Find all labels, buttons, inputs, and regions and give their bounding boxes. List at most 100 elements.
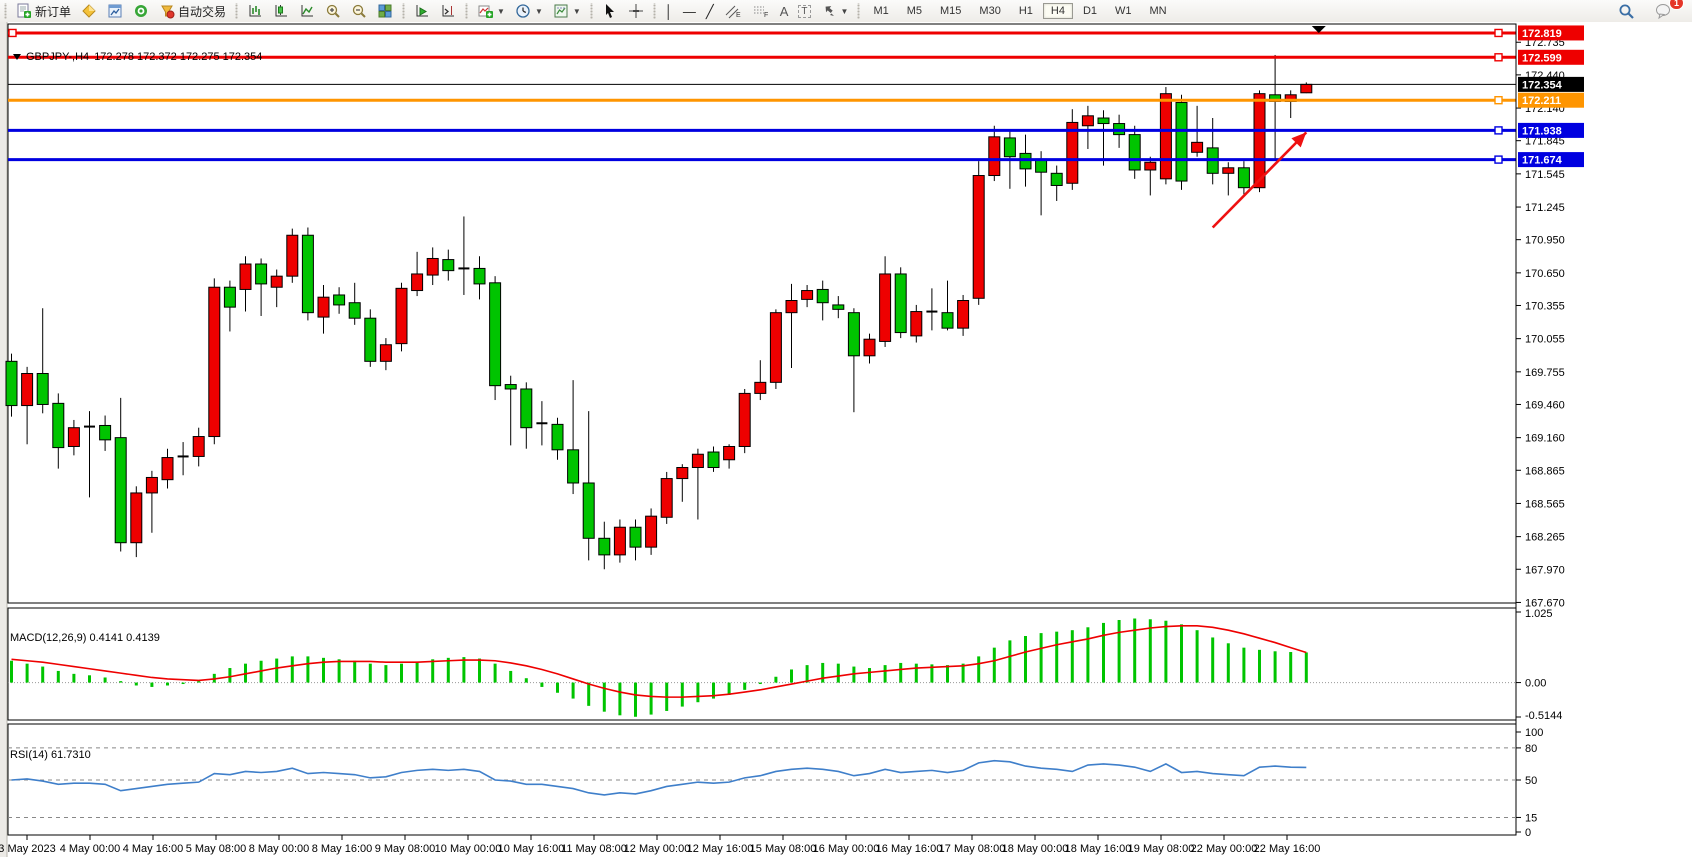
candlestick-chart-icon [273,3,289,19]
toolbar-grip[interactable] [855,3,863,19]
down-arrow-marker[interactable] [1311,26,1326,33]
svg-text:172.354: 172.354 [1522,79,1563,91]
trendline-button[interactable]: ╱ [701,0,719,22]
chat-button[interactable]: 1 [1650,0,1684,22]
hline-171.938[interactable] [8,126,1516,135]
svg-text:171.938: 171.938 [1522,125,1562,137]
hline-172.819[interactable] [8,28,1516,38]
tf-button-M5[interactable]: M5 [906,5,923,17]
channel-button[interactable]: E [719,0,747,22]
fibonacci-button[interactable]: F [747,0,775,22]
svg-text:100: 100 [1525,727,1543,739]
zoom-out-icon [351,3,367,19]
crosshair-button[interactable] [623,0,649,22]
toolbar-grip[interactable] [2,3,9,19]
vline-button[interactable]: │ [660,0,678,22]
tf-button-H4[interactable]: H4 [1042,3,1073,19]
auto-scroll-icon [414,3,430,19]
chart-canvas[interactable]: 172.735172.440172.140171.845171.545171.2… [0,22,1692,857]
main-toolbar: 新订单 自动交易 [0,0,1692,23]
toolbar-grip[interactable] [587,3,595,19]
indicators-button[interactable]: ▼ [472,0,510,22]
candlestick-chart-button[interactable] [268,0,294,22]
hline-172.211[interactable] [8,96,1516,105]
tf-button-M30[interactable]: M30 [979,5,1001,17]
toolbar-grip[interactable] [650,3,658,19]
channel-icon: E [724,3,742,19]
hline-172.599[interactable] [8,53,1516,62]
auto-trading-button[interactable]: 自动交易 [154,0,231,22]
dropdown-caret: ▼ [497,6,505,16]
new-order-button[interactable]: 新订单 [11,0,76,22]
svg-text:10 May 00:00: 10 May 00:00 [435,843,502,855]
svg-text:170.950: 170.950 [1525,235,1565,247]
hline-171.674[interactable] [8,155,1516,164]
svg-text:171.245: 171.245 [1525,202,1565,214]
rsi-panel: 100 80 50 15 0 [8,727,1543,839]
search-icon [1618,3,1635,20]
chart-shift-button[interactable] [435,0,461,22]
svg-text:168.865: 168.865 [1525,465,1565,477]
hline-button[interactable]: — [678,0,701,22]
chart-window-button[interactable] [102,0,128,22]
tf-button-D1[interactable]: D1 [1082,5,1098,17]
toolbar-right: 1 [1613,0,1692,22]
zoom-in-button[interactable] [320,0,346,22]
tile-windows-button[interactable] [372,0,398,22]
indicators-icon [477,3,494,19]
svg-text:11 May 08:00: 11 May 08:00 [561,843,627,855]
tf-button-M15[interactable]: M15 [940,5,962,17]
arrows-button[interactable]: ▼ [816,0,854,22]
toolbar-grip[interactable] [233,3,241,19]
tf-button-MN[interactable]: MN [1149,5,1167,17]
auto-scroll-button[interactable] [409,0,435,22]
toolbar-grip[interactable] [463,3,471,19]
chart-window[interactable]: 172.735 172.440 172.140 171.845 171.545 171.2… [0,22,1692,857]
svg-text:18 May 00:00: 18 May 00:00 [1002,843,1069,855]
svg-text:171.674: 171.674 [1522,155,1563,167]
cursor-button[interactable] [597,0,623,22]
svg-text:0: 0 [1525,827,1531,839]
tf-button-W1[interactable]: W1 [1115,5,1132,17]
tf-button-H1[interactable]: H1 [1018,5,1033,17]
svg-text:171.545: 171.545 [1525,169,1565,181]
time-axis[interactable]: 3 May 2023 4 May 00:00 4 May 16:00 5 May 08… [0,835,1320,855]
svg-text:4 May 00:00: 4 May 00:00 [60,843,121,855]
svg-text:0.00: 0.00 [1525,678,1546,690]
svg-text:80: 80 [1525,743,1537,755]
svg-text:19 May 08:00: 19 May 08:00 [1128,843,1195,855]
svg-text:16 May 16:00: 16 May 16:00 [876,843,943,855]
svg-text:17 May 08:00: 17 May 08:00 [939,843,1006,855]
svg-text:12 May 16:00: 12 May 16:00 [687,843,754,855]
price-axis[interactable]: 172.735172.440172.140171.845171.545171.2… [1516,25,1584,609]
svg-text:9 May 08:00: 9 May 08:00 [375,843,436,855]
trend-arrow[interactable] [1211,131,1308,229]
search-button[interactable] [1613,0,1640,22]
zoom-out-button[interactable] [346,0,372,22]
periods-button[interactable]: ▼ [510,0,548,22]
trendline-icon: ╱ [705,3,714,19]
chat-icon [1655,3,1673,19]
svg-text:167.670: 167.670 [1525,597,1565,609]
tf-button-M1[interactable]: M1 [873,5,889,17]
svg-text:22 May 00:00: 22 May 00:00 [1191,843,1258,855]
toolbar-grip[interactable] [400,3,408,19]
candlestick-series [5,54,1313,570]
templates-button[interactable]: ▼ [548,0,586,22]
auto-trading-icon [159,3,175,19]
mql-button[interactable] [128,0,154,22]
svg-text:E: E [736,12,741,19]
svg-text:22 May 16:00: 22 May 16:00 [1254,843,1321,855]
crosshair-icon [628,3,644,19]
text-button[interactable]: A [775,0,794,22]
bar-chart-button[interactable] [242,0,268,22]
label-button[interactable]: T [793,0,815,22]
bar-chart-icon [247,3,263,19]
svg-text:172.819: 172.819 [1522,28,1562,40]
svg-text:169.755: 169.755 [1525,367,1565,379]
auto-trading-label: 自动交易 [178,4,227,19]
line-chart-button[interactable] [294,0,320,22]
svg-text:18 May 16:00: 18 May 16:00 [1065,843,1132,855]
label-icon: T [798,4,811,18]
symbols-button[interactable] [76,0,102,22]
